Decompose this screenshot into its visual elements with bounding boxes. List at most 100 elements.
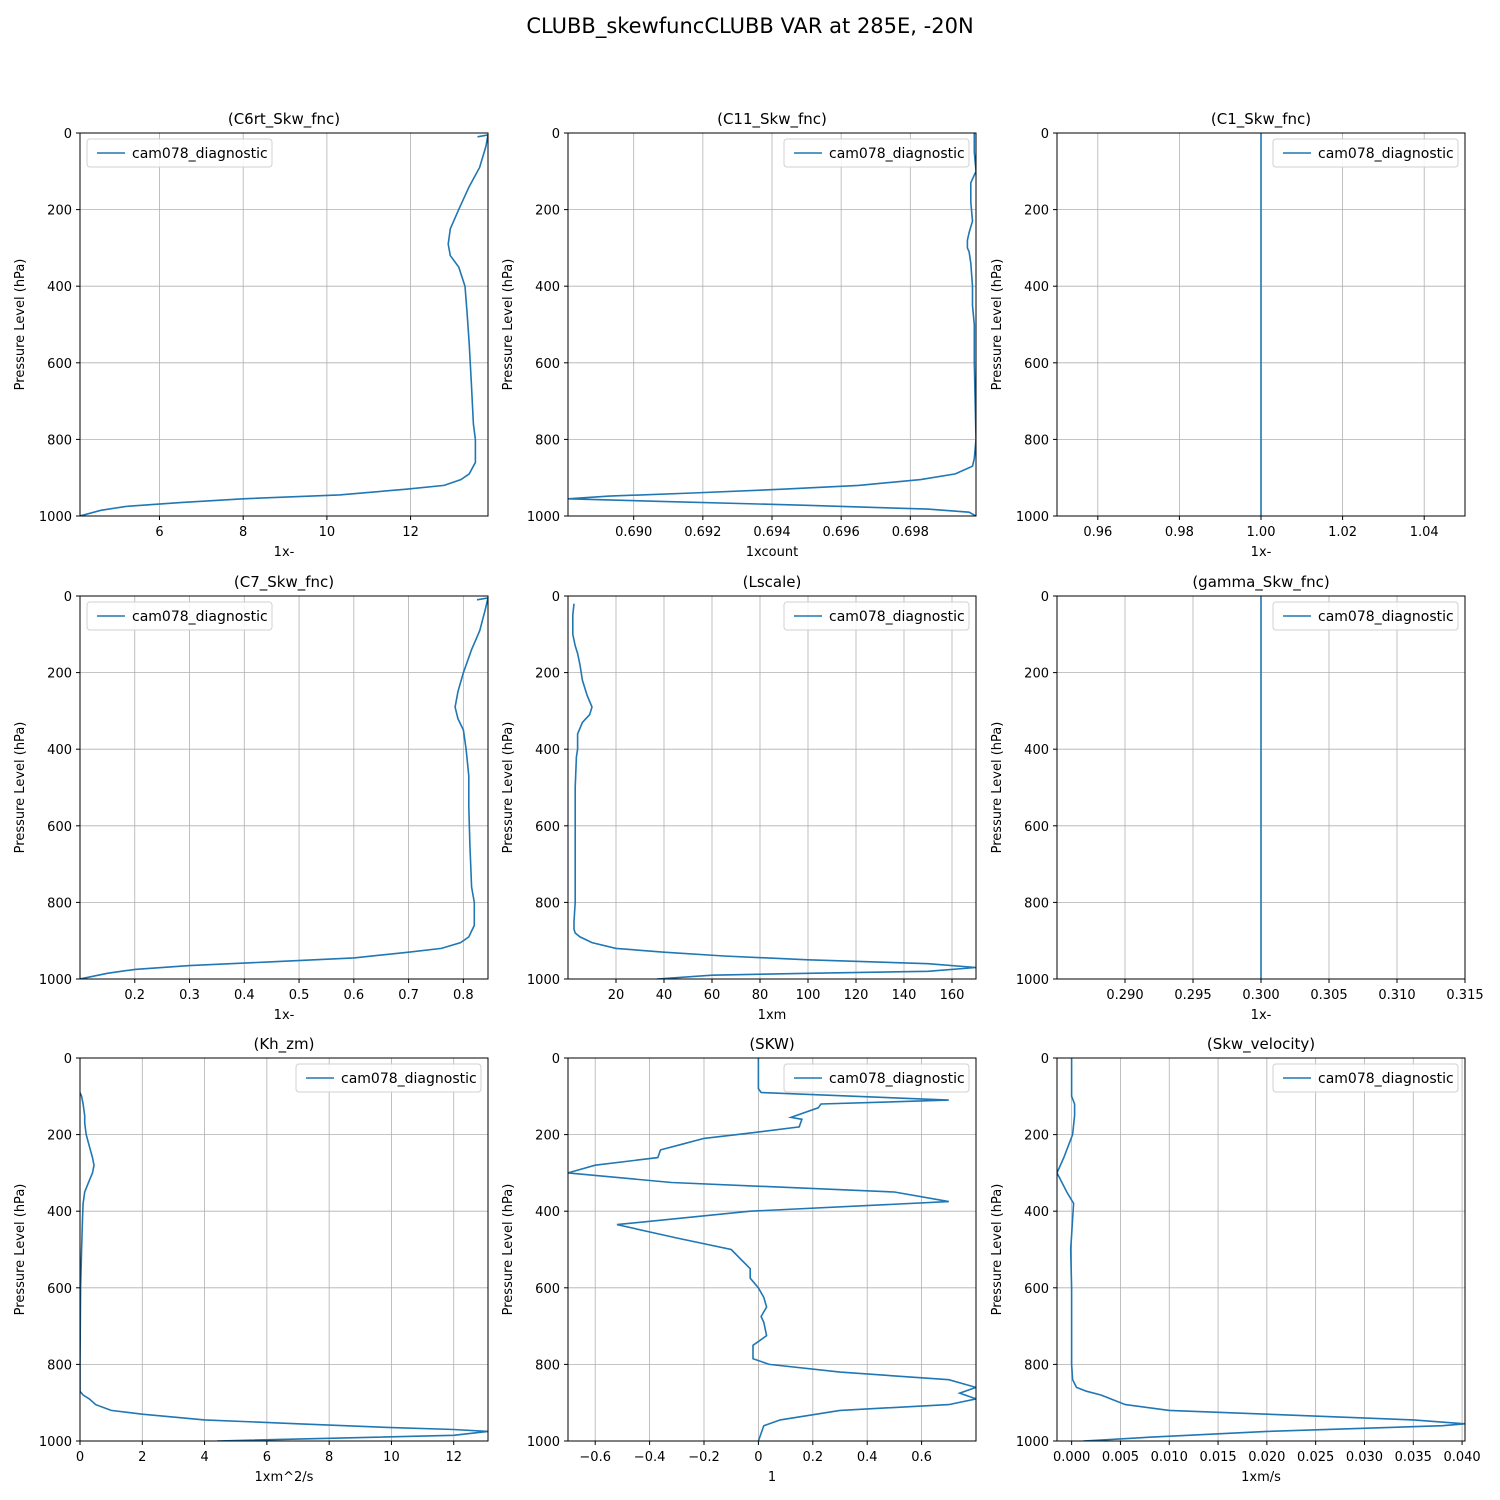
y-tick-label: 200: [47, 667, 72, 682]
y-tick-label: 200: [535, 1129, 560, 1144]
y-tick-label: 1000: [527, 1435, 560, 1450]
subplot-title: (C11_Skw_fnc): [717, 110, 827, 129]
y-axis-label: Pressure Level (hPa): [501, 259, 516, 391]
legend: cam078_diagnostic: [295, 1063, 482, 1093]
x-axis-label: 1x-: [1251, 545, 1272, 560]
y-tick-label: 600: [535, 820, 560, 835]
y-axis-label: Pressure Level (hPa): [13, 722, 28, 854]
legend: cam078_diagnostic: [86, 138, 273, 168]
series-line: [568, 133, 976, 516]
series-line: [571, 603, 976, 979]
x-tick-label: 0.300: [1242, 988, 1279, 1003]
y-tick-label: 1000: [39, 1435, 72, 1450]
subplot-title: (Lscale): [743, 573, 802, 591]
series-line: [80, 1092, 488, 1441]
x-tick-label: 0.4: [857, 1450, 878, 1465]
x-tick-label: 10: [383, 1450, 400, 1465]
x-tick-label: 0.96: [1083, 525, 1112, 540]
y-tick-label: 1000: [527, 510, 560, 525]
x-tick-label: 0.3: [179, 988, 200, 1003]
x-tick-label: 0.305: [1310, 988, 1347, 1003]
grid: [568, 132, 976, 517]
x-tick-label: 0: [754, 1450, 762, 1465]
x-tick-label: 0.98: [1165, 525, 1194, 540]
grid: [1057, 1057, 1465, 1442]
x-tick-label: 80: [752, 988, 769, 1003]
y-tick-label: 1000: [1016, 1435, 1049, 1450]
legend-box: [1272, 138, 1459, 168]
grid: [80, 595, 488, 980]
y-tick-label: 800: [1024, 1358, 1049, 1373]
y-axis-label: Pressure Level (hPa): [501, 722, 516, 854]
y-tick-label: 400: [535, 1205, 560, 1220]
x-tick-label: 0.025: [1297, 1450, 1334, 1465]
x-tick-label: 0.000: [1053, 1450, 1090, 1465]
x-tick-label: −0.4: [634, 1450, 666, 1465]
subplot-title: (C6rt_Skw_fnc): [228, 110, 340, 129]
y-tick-label: 0: [1041, 590, 1049, 605]
subplot-9: 0.000 0.005 0.010 0.015 0.020 0.025 0.030 0.035…: [990, 1035, 1481, 1485]
x-tick-label: 120: [844, 988, 869, 1003]
legend: cam078_diagnostic: [86, 601, 273, 631]
legend-box: [783, 1063, 970, 1093]
x-tick-label: 0: [76, 1450, 84, 1465]
axes-frame: [79, 595, 489, 980]
x-tick-label: 0.310: [1378, 988, 1415, 1003]
x-tick-label: 8: [239, 525, 247, 540]
axes-frame: [1056, 1057, 1466, 1442]
legend-label: cam078_diagnostic: [829, 609, 965, 625]
subplot-title: (Kh_zm): [253, 1035, 314, 1054]
y-tick-label: 400: [47, 743, 72, 758]
y-tick-label: 200: [47, 1129, 72, 1144]
y-tick-label: 600: [1024, 1282, 1049, 1297]
legend-box: [1272, 1063, 1459, 1093]
y-tick-label: 600: [47, 820, 72, 835]
x-tick-label: 0.020: [1248, 1450, 1285, 1465]
x-tick-label: 0.8: [453, 988, 474, 1003]
subplot-title: (gamma_Skw_fnc): [1192, 573, 1329, 592]
x-tick-label: 12: [445, 1450, 462, 1465]
legend: cam078_diagnostic: [783, 1063, 970, 1093]
y-tick-label: 0: [1041, 127, 1049, 142]
y-tick-label: 1000: [39, 973, 72, 988]
legend-box: [86, 601, 273, 631]
x-tick-label: 0.698: [892, 525, 929, 540]
axes-frame: [567, 1057, 977, 1442]
x-tick-label: 0.696: [823, 525, 860, 540]
subplot-1: 6 8 10 12 0 200 400 600 800 1000 (C6rt_Skw_fnc) 1x-…: [13, 110, 489, 560]
y-tick-label: 800: [1024, 433, 1049, 448]
subplot-title: (C1_Skw_fnc): [1211, 110, 1311, 129]
x-tick-label: 0.030: [1346, 1450, 1383, 1465]
x-axis-label: 1: [768, 1470, 776, 1485]
y-tick-label: 200: [1024, 1129, 1049, 1144]
y-axis-label: Pressure Level (hPa): [990, 259, 1005, 391]
y-tick-label: 400: [47, 1205, 72, 1220]
legend-label: cam078_diagnostic: [829, 146, 965, 162]
x-tick-label: 140: [892, 988, 917, 1003]
x-tick-label: 160: [940, 988, 965, 1003]
y-tick-label: 1000: [39, 510, 72, 525]
x-tick-label: 2: [138, 1450, 146, 1465]
x-tick-label: 0.4: [234, 988, 255, 1003]
y-tick-label: 200: [1024, 667, 1049, 682]
legend-label: cam078_diagnostic: [1318, 609, 1454, 625]
x-tick-label: 0.690: [615, 525, 652, 540]
y-tick-label: 600: [47, 357, 72, 372]
x-axis-label: 1xcount: [746, 545, 798, 560]
y-tick-label: 0: [552, 590, 560, 605]
legend-box: [295, 1063, 482, 1093]
x-tick-label: 20: [608, 988, 625, 1003]
x-axis-label: 1x-: [274, 545, 295, 560]
legend-label: cam078_diagnostic: [829, 1071, 965, 1087]
x-axis-label: 1x-: [274, 1008, 295, 1023]
y-tick-label: 600: [535, 357, 560, 372]
series-line: [1057, 1058, 1465, 1441]
x-tick-label: 0.035: [1395, 1450, 1432, 1465]
x-tick-label: 100: [796, 988, 821, 1003]
y-tick-label: 400: [1024, 743, 1049, 758]
y-tick-label: 400: [47, 280, 72, 295]
y-axis-label: Pressure Level (hPa): [990, 1184, 1005, 1316]
y-tick-label: 600: [1024, 357, 1049, 372]
legend: cam078_diagnostic: [1272, 601, 1459, 631]
